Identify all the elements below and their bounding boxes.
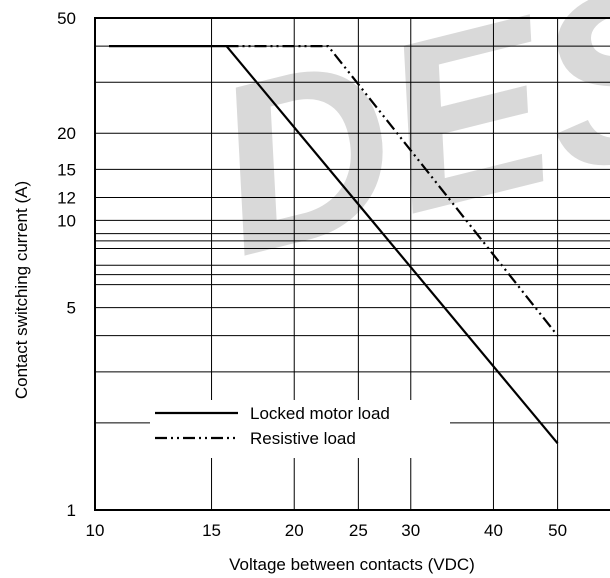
y-tick-label: 12 bbox=[57, 188, 76, 207]
x-axis-title: Voltage between contacts (VDC) bbox=[229, 555, 475, 574]
x-tick-label: 10 bbox=[86, 521, 105, 540]
y-tick-label: 50 bbox=[57, 9, 76, 28]
x-tick-label: 40 bbox=[484, 521, 503, 540]
y-tick-label: 1 bbox=[67, 501, 76, 520]
legend-background bbox=[150, 400, 450, 458]
x-tick-label: 50 bbox=[548, 521, 567, 540]
series-layer bbox=[109, 44, 559, 445]
y-tick-label: 10 bbox=[57, 211, 76, 230]
x-tick-label: 25 bbox=[349, 521, 368, 540]
x-tick-labels: 10 15 20 25 30 40 50 bbox=[86, 521, 568, 540]
y-tick-label: 5 bbox=[67, 299, 76, 318]
y-tick-label: 20 bbox=[57, 124, 76, 143]
legend-label-resistive-load: Resistive load bbox=[250, 429, 356, 448]
plot-frame bbox=[94, 17, 610, 511]
y-axis-title: Contact switching current (A) bbox=[12, 181, 31, 399]
x-tick-label: 15 bbox=[202, 521, 221, 540]
y-tick-label: 15 bbox=[57, 160, 76, 179]
legend: Locked motor load Resistive load bbox=[150, 400, 450, 458]
grid bbox=[95, 18, 610, 510]
series-line-resistive-load bbox=[226, 44, 559, 337]
x-tick-label: 30 bbox=[401, 521, 420, 540]
x-tick-label: 20 bbox=[285, 521, 304, 540]
legend-label-locked-motor-load: Locked motor load bbox=[250, 404, 390, 423]
